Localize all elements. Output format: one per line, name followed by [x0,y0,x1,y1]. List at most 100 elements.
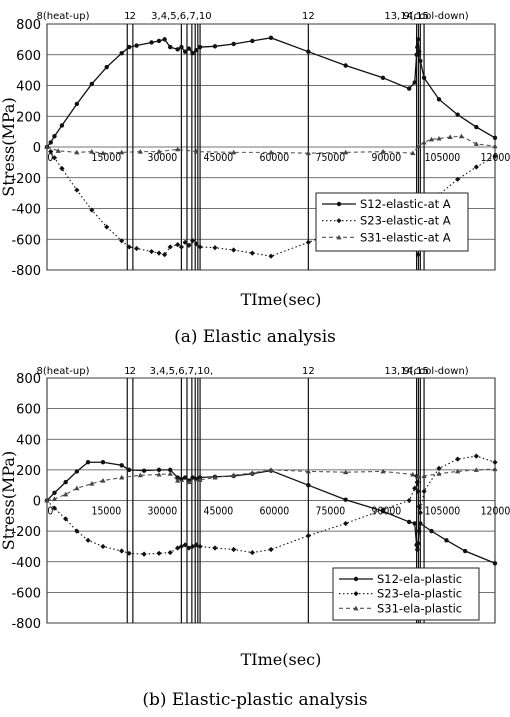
data-point [231,149,237,155]
data-point [119,463,124,468]
data-point [410,471,416,477]
data-point [104,224,110,230]
data-point [268,253,274,259]
data-point [473,141,479,146]
y-tick-label: 600 [16,403,41,418]
data-point [148,248,155,255]
data-point [380,468,386,474]
data-point [74,149,80,155]
legend-entry: S12-ela-plastic [377,572,462,586]
y-axis-label: Stress(MPa) [0,97,18,196]
data-point [126,467,132,473]
y-tick-label: -800 [11,264,41,279]
data-point [414,52,419,57]
data-point [85,537,91,543]
data-point [414,479,420,485]
data-point [231,546,237,553]
data-point [492,466,498,472]
data-point [231,472,237,478]
data-point [473,164,479,170]
data-point [51,496,58,501]
event-label: 3,4,5,6,7,10 [151,11,211,22]
legend-marker [336,218,342,224]
data-point [190,51,195,56]
data-point [250,38,255,44]
data-point [175,146,181,152]
data-point [149,40,154,45]
y-tick-label: -400 [11,203,41,218]
data-point [186,242,192,248]
data-point [137,149,143,154]
y-axis-label: Stress(MPa) [0,451,18,550]
data-point [492,459,498,465]
data-point [444,538,449,543]
legend-entry: S23-elastic-at A [360,214,451,228]
data-point [137,472,143,478]
y-tick-label: 600 [16,49,41,64]
data-point [415,252,421,258]
data-point [418,521,423,526]
data-point [156,149,162,154]
data-point [305,239,311,245]
x-tick-label: 75000 [316,506,346,518]
data-point [249,549,255,556]
data-point [436,97,442,102]
data-point [179,476,184,482]
data-point [186,545,192,551]
y-tick-label: 0 [33,141,41,156]
data-point [380,75,386,81]
data-point [417,510,423,516]
event-label: 3,4,5,6,7,10, [150,366,214,377]
y-tick-label: 400 [16,80,41,95]
legend-entry: S23-ela-plastic [377,587,462,601]
data-point [305,533,311,539]
data-point [44,497,50,503]
data-point [190,475,195,480]
data-point [167,471,173,476]
data-point [55,148,61,153]
x-tick-label: 30000 [148,506,178,518]
data-point [447,134,453,140]
data-point [343,469,349,475]
data-point [168,44,173,50]
chart-panel-elastic: 800 600 400 200 0 -200 -400 -600 -800 0 15000 30000… [0,11,510,347]
data-point [436,471,442,476]
data-point [182,475,188,480]
data-point [421,139,427,145]
data-point [417,49,422,54]
data-point [415,547,420,552]
data-point [175,477,181,483]
series-line-s31-elastic-at-a [46,135,496,154]
data-point [193,149,199,154]
x-tick-label: 60000 [260,152,290,164]
x-tick-label: 60000 [260,506,290,518]
data-point [156,467,162,473]
data-point [212,245,218,251]
data-point [89,81,95,87]
data-point [141,468,147,473]
data-point [182,239,188,245]
y-tick-label: 0 [33,495,41,510]
data-point [231,41,236,47]
event-label: 8(heat-up) [37,366,90,377]
data-point [178,543,184,550]
data-point [89,481,95,486]
data-point [231,247,237,253]
data-point [415,488,421,494]
data-point [193,241,199,247]
data-point [249,470,255,475]
data-point [186,479,192,485]
data-point [119,548,125,554]
data-point [380,507,386,513]
data-point [193,542,199,548]
event-label: 13,14,15 [384,366,429,377]
data-point [380,149,386,154]
legend-entry: S31-elastic-at A [360,230,451,244]
figure-caption: (a) Elastic analysis [174,327,336,347]
data-point [89,149,95,154]
data-point [119,238,125,244]
data-point [412,521,417,526]
data-point [415,143,422,149]
data-point [415,541,421,546]
data-point [473,467,479,472]
